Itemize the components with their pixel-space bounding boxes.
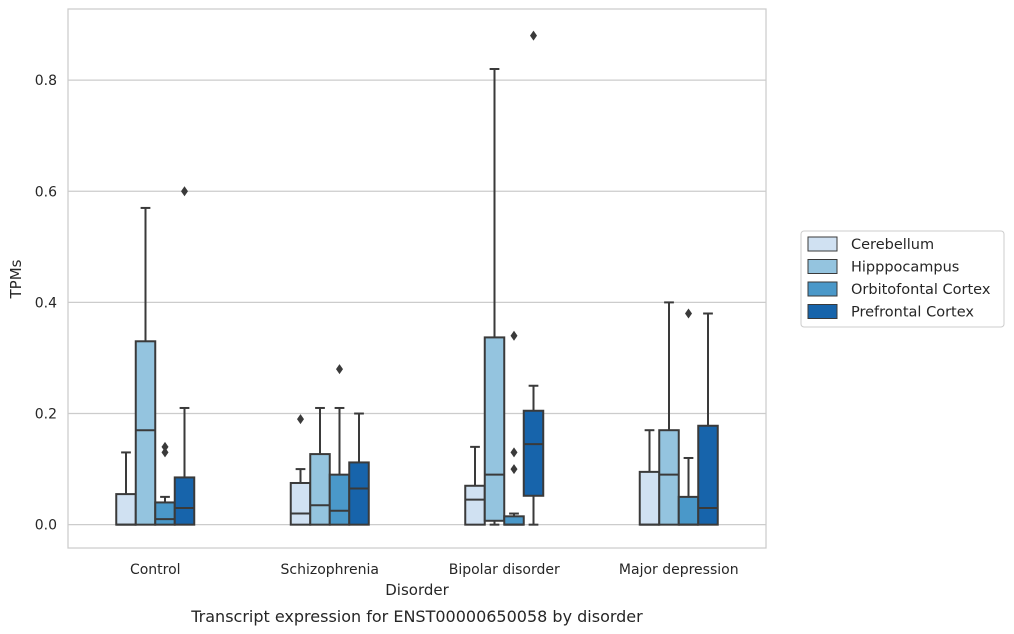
box [658, 429, 680, 526]
box-group [638, 429, 661, 526]
box [134, 340, 157, 526]
legend-swatch [807, 304, 838, 319]
box-group [522, 30, 545, 526]
legend-swatch [807, 236, 838, 252]
y-tick-labels: 0.0 0.2 0.4 0.6 0.8 [35, 73, 57, 534]
x-tick-label: Bipolar disorder [449, 562, 560, 578]
box-group [328, 364, 351, 526]
outlier-point [161, 441, 169, 452]
legend-frame [800, 230, 1005, 328]
x-tick-label: Control [130, 562, 181, 578]
legend: Cerebellum Hipppocampus Orbitofontal Corte… [800, 230, 1005, 328]
box-group [289, 414, 312, 526]
box [464, 484, 486, 526]
outlier-point [297, 414, 304, 425]
plot-area [67, 8, 767, 549]
outlier-point [510, 464, 518, 475]
box [522, 409, 545, 497]
legend-swatch [807, 281, 838, 297]
legend-swatch [807, 259, 838, 274]
box-group [658, 301, 680, 526]
box [638, 470, 661, 526]
outlier-point [181, 186, 188, 197]
box [154, 501, 176, 526]
outlier-point [510, 330, 518, 341]
y-tick-label: 0.6 [35, 184, 57, 200]
box-group [173, 186, 196, 526]
y-tick-label: 0.2 [35, 407, 57, 423]
box [289, 481, 312, 526]
box [503, 515, 525, 526]
box-group [697, 312, 719, 526]
box [697, 424, 719, 526]
box [309, 453, 331, 526]
legend-entry-label: Prefrontal Cortex [851, 305, 974, 321]
legend-entry-label: Orbitofontal Cortex [851, 282, 991, 298]
box-group [503, 330, 525, 526]
box-group [115, 451, 137, 526]
legend-entry-label: Hipppocampus [851, 260, 959, 276]
outlier-point [336, 364, 343, 375]
box-group [154, 441, 176, 526]
box [677, 495, 700, 526]
x-tick-label: Major depression [619, 562, 739, 578]
x-tick-labels: Control Schizophrenia Bipolar disorder Majo… [130, 562, 739, 578]
legend-entry-label: Cerebellum [851, 237, 934, 253]
outlier-point [161, 447, 169, 458]
y-tick-label: 0.4 [35, 295, 57, 311]
box [348, 461, 370, 526]
box-group [134, 206, 157, 526]
x-axis-label: Disorder [385, 581, 449, 599]
box [328, 473, 351, 526]
y-tick-label: 0.0 [35, 518, 57, 534]
y-axis-label: TPMs [7, 259, 25, 299]
box-group [677, 308, 700, 526]
outlier-point [510, 447, 518, 458]
box-group [464, 445, 486, 526]
outlier-point [685, 308, 692, 319]
box [115, 493, 137, 526]
chart-caption: Transcript expression for ENST0000065005… [190, 607, 643, 626]
box-group [309, 406, 331, 526]
box-group [348, 412, 370, 526]
y-tick-label: 0.8 [35, 73, 57, 89]
box-groups [115, 30, 719, 526]
box [173, 476, 196, 526]
box [483, 336, 506, 522]
outlier-point [530, 30, 537, 41]
x-tick-label: Schizophrenia [281, 562, 379, 578]
box-group [483, 68, 506, 526]
